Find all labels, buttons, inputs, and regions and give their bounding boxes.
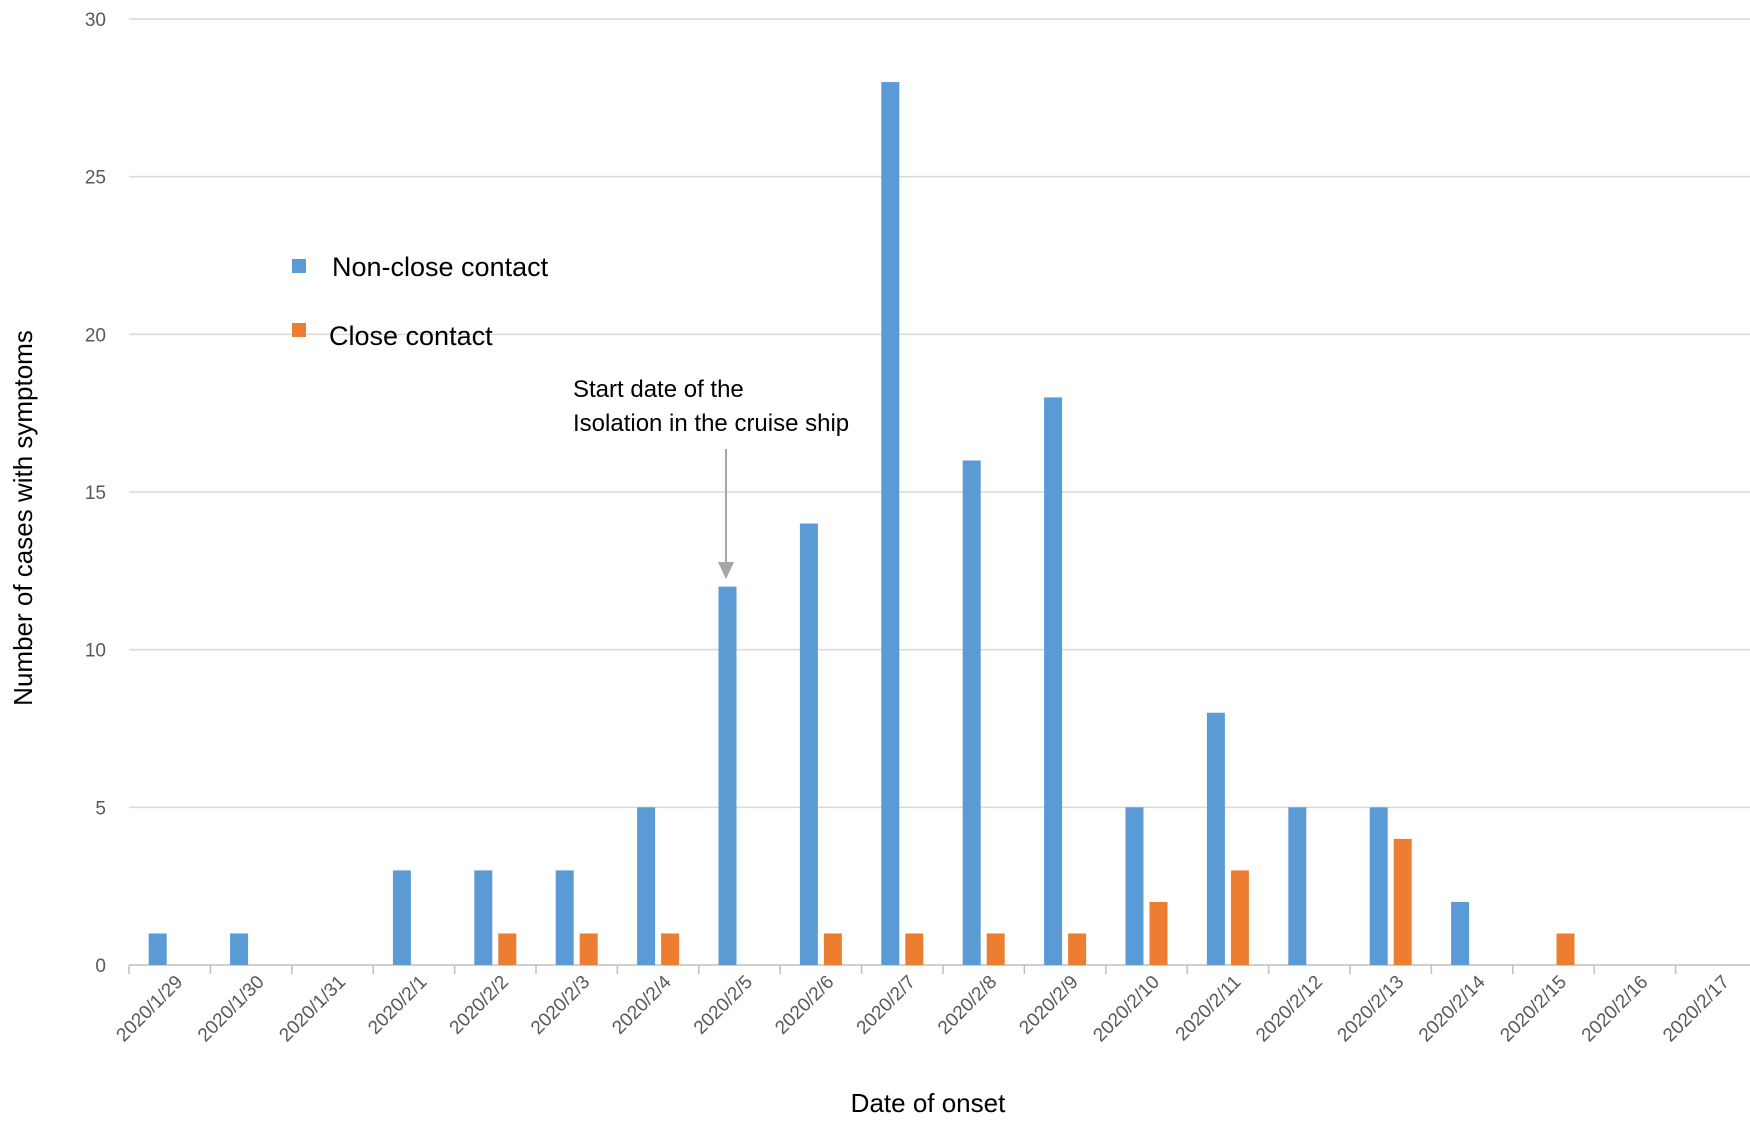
- y-axis-title: Number of cases with symptoms: [8, 330, 38, 706]
- bars: [148, 82, 1575, 966]
- x-tick-label: 2020/2/16: [1578, 972, 1653, 1047]
- bar-close-contact: [661, 933, 680, 965]
- legend-swatch-non-close: [292, 259, 306, 273]
- x-tick-label: 2020/2/7: [853, 972, 920, 1039]
- x-tick-label: 2020/2/4: [608, 971, 675, 1038]
- x-axis-title: Date of onset: [851, 1088, 1006, 1118]
- bar-close-contact: [823, 933, 842, 965]
- y-axis: 0 5 10 15 20 25 30: [85, 10, 106, 977]
- y-tick-label: 15: [85, 483, 106, 504]
- bar-non-close-contact: [1288, 807, 1307, 965]
- bar-close-contact: [1556, 933, 1575, 965]
- bar-non-close-contact: [555, 870, 574, 965]
- x-tick-label: 2020/2/3: [527, 972, 594, 1039]
- legend-label-non-close: Non-close contact: [332, 252, 549, 282]
- x-tick-label: 2020/1/30: [194, 972, 269, 1047]
- x-tick-label: 2020/2/14: [1415, 971, 1490, 1046]
- bar-non-close-contact: [881, 82, 900, 966]
- bar-close-contact: [1149, 901, 1168, 965]
- y-tick-label: 30: [85, 10, 106, 31]
- bar-close-contact: [1068, 933, 1087, 965]
- x-axis: [128, 964, 1750, 974]
- y-tick-label: 0: [95, 956, 106, 977]
- bar-close-contact: [1393, 838, 1412, 965]
- bar-non-close-contact: [392, 870, 411, 965]
- x-tick-label: 2020/2/17: [1659, 972, 1734, 1047]
- x-tick-label: 2020/2/6: [771, 972, 838, 1039]
- x-tick-label: 2020/2/12: [1252, 972, 1327, 1047]
- bar-non-close-contact: [148, 933, 167, 965]
- x-tick-label: 2020/2/8: [934, 972, 1001, 1039]
- y-tick-label: 25: [85, 168, 106, 189]
- x-tick-labels: 2020/1/29 2020/1/30 2020/1/31 2020/2/1 2020/…: [113, 971, 1734, 1046]
- bar-non-close-contact: [962, 460, 981, 965]
- legend-label-close: Close contact: [329, 321, 493, 351]
- gridlines: [129, 18, 1750, 809]
- bar-close-contact: [498, 933, 517, 965]
- bar-non-close-contact: [1451, 901, 1470, 965]
- bar-non-close-contact: [799, 523, 818, 965]
- annotation-line-2: Isolation in the cruise ship: [573, 410, 849, 437]
- bar-non-close-contact: [718, 586, 737, 965]
- y-tick-label: 10: [85, 641, 106, 662]
- x-tick-label: 2020/2/2: [446, 972, 513, 1039]
- bar-non-close-contact: [1125, 807, 1144, 965]
- bar-close-contact: [1230, 870, 1249, 965]
- x-tick-label: 2020/2/15: [1496, 972, 1571, 1047]
- bar-non-close-contact: [230, 933, 249, 965]
- y-tick-label: 20: [85, 325, 106, 346]
- annotation: Start date of the Isolation in the cruis…: [573, 376, 849, 579]
- bar-non-close-contact: [1044, 397, 1063, 965]
- bar-close-contact: [579, 933, 598, 965]
- x-tick-label: 2020/2/10: [1089, 972, 1164, 1047]
- x-tick-label: 2020/1/29: [113, 972, 188, 1047]
- bar-close-contact: [905, 933, 924, 965]
- bar-non-close-contact: [1206, 712, 1225, 965]
- bar-non-close-contact: [637, 807, 656, 965]
- legend-swatch-close: [292, 323, 306, 337]
- x-tick-label: 2020/2/13: [1334, 972, 1409, 1047]
- legend: Non-close contact Close contact: [292, 252, 549, 351]
- y-tick-label: 5: [95, 798, 106, 819]
- x-tick-label: 2020/2/1: [364, 972, 431, 1039]
- annotation-line-1: Start date of the: [573, 376, 744, 403]
- x-tick-label: 2020/2/11: [1172, 972, 1246, 1046]
- bar-non-close-contact: [474, 870, 493, 965]
- x-tick-label: 2020/2/9: [1015, 972, 1082, 1039]
- bar-non-close-contact: [1369, 807, 1388, 965]
- x-tick-label: 2020/2/5: [690, 972, 757, 1039]
- bar-close-contact: [986, 933, 1005, 965]
- annotation-arrow-head: [718, 562, 734, 579]
- x-tick-label: 2020/1/31: [275, 972, 350, 1047]
